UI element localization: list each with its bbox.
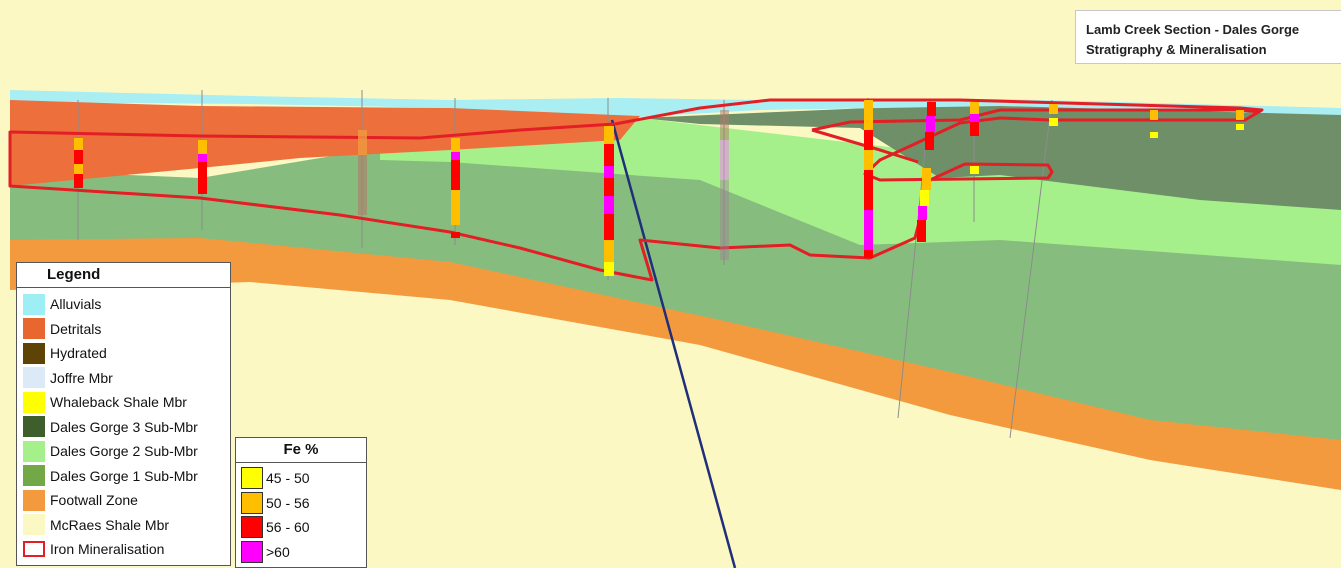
section-title-line2: Stratigraphy & Mineralisation [1086,42,1267,57]
fe-legend-heading: Fe % [236,438,366,463]
legend-label: Footwall Zone [50,492,138,508]
fe-legend-label: 50 - 56 [266,494,310,511]
legend-item: Detritals [23,318,101,340]
fe-legend-swatch [241,516,263,538]
legend-item: Dales Gorge 2 Sub-Mbr [23,440,198,462]
section-title-box: Lamb Creek Section - Dales Gorge Stratig… [1075,10,1341,64]
legend-item: Hydrated [23,342,107,364]
legend-swatch [23,440,45,462]
fe-legend-item: 45 - 50 [241,467,310,489]
legend-swatch [23,541,45,557]
legend-item: Joffre Mbr [23,367,113,389]
legend-label: Whaleback Shale Mbr [50,394,187,410]
fe-legend-swatch [241,491,263,514]
legend-heading: Legend [17,263,230,288]
stratigraphy-legend: Legend Alluvials Detritals Hydrated Joffre … [16,262,231,566]
legend-label: Dales Gorge 2 Sub-Mbr [50,443,198,459]
legend-swatch [23,293,45,315]
legend-item: Footwall Zone [23,489,138,511]
fe-legend-swatch [241,467,263,489]
section-title-line1: Lamb Creek Section - Dales Gorge [1086,22,1300,37]
fe-legend-label: 45 - 50 [266,470,310,486]
legend-swatch [23,318,45,339]
legend-label: Joffre Mbr [50,369,113,386]
fe-grade-legend: Fe % 45 - 50 50 - 56 56 - 60 >60 [235,437,367,568]
legend-swatch [23,391,45,413]
fe-legend-item: 50 - 56 [241,491,310,514]
alluvials-layer [10,90,1341,118]
legend-swatch [23,342,45,364]
legend-item: Whaleback Shale Mbr [23,391,187,413]
legend-swatch [23,514,45,535]
legend-label: Hydrated [50,345,107,361]
legend-label: Dales Gorge 3 Sub-Mbr [50,418,198,435]
legend-label: Iron Mineralisation [50,541,165,557]
fe-legend-swatch [241,540,263,563]
legend-item: Dales Gorge 1 Sub-Mbr [23,465,198,487]
legend-swatch [23,489,45,511]
legend-item: McRaes Shale Mbr [23,514,169,536]
assay-columns [74,100,1244,276]
legend-label: Alluvials [50,296,102,312]
legend-label: Dales Gorge 1 Sub-Mbr [50,467,198,484]
legend-label: Detritals [50,320,102,337]
inclined-drillhole [610,119,737,568]
fe-legend-item: 56 - 60 [241,516,310,538]
fe-legend-label: >60 [266,543,290,560]
legend-swatch [23,367,45,388]
fe-legend-label: 56 - 60 [266,519,310,535]
legend-item: Dales Gorge 3 Sub-Mbr [23,416,198,438]
legend-label: McRaes Shale Mbr [50,516,170,533]
legend-swatch [23,465,45,486]
fe-legend-item: >60 [241,540,290,563]
detritals-layer [10,100,640,186]
legend-swatch [23,416,45,437]
legend-item: Alluvials [23,293,101,315]
dales-gorge-3-layer [640,104,1341,210]
legend-item: Iron Mineralisation [23,538,164,560]
